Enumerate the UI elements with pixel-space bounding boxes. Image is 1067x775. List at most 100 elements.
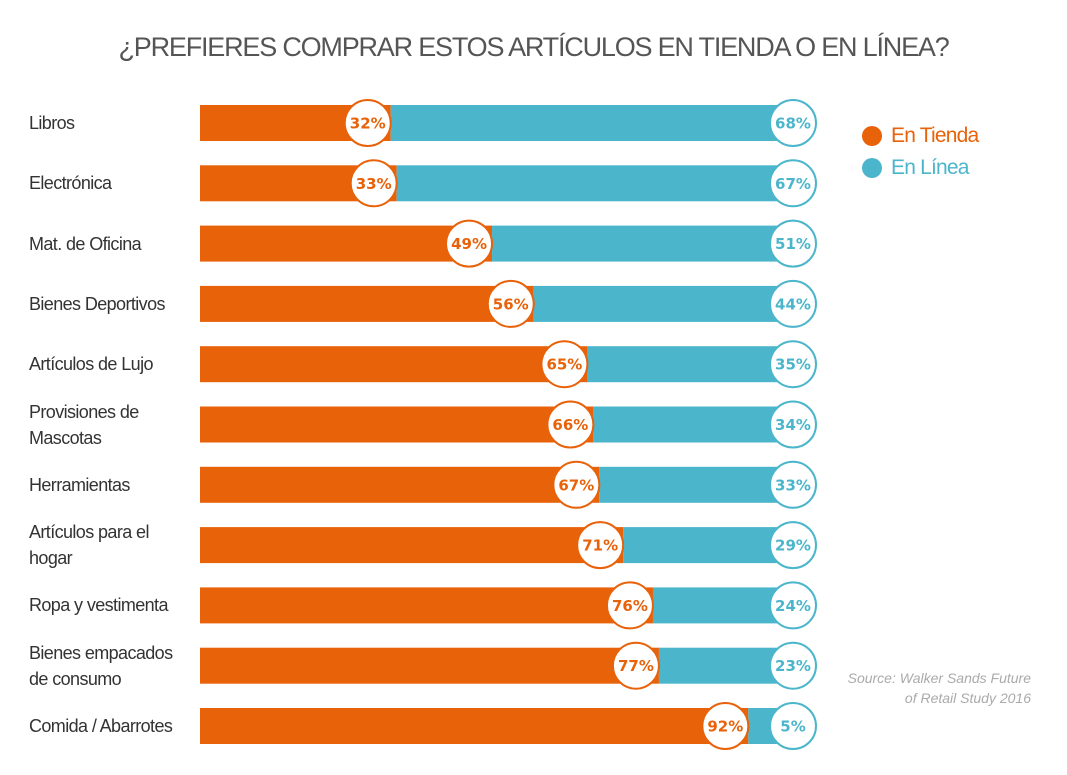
label-circle-en-linea	[769, 460, 817, 509]
data-label-en-linea-libros: 68%	[769, 99, 817, 147]
data-label-en-linea-herramientas: 33%	[769, 460, 817, 509]
data-label-en-tienda-articulos-de-lujo: 65%	[540, 340, 589, 389]
label-circle-en-linea	[769, 219, 817, 268]
label-text-en-tienda: 76%	[612, 597, 648, 615]
label-text-en-linea: 44%	[775, 295, 811, 313]
label-circle-en-tienda	[486, 279, 535, 328]
bar-en-tienda-articulos-para-el-hogar	[200, 527, 624, 564]
source-line-2: of Retail Study 2016	[904, 690, 1031, 706]
data-label-en-tienda-bienes-empacados-de-consumo: 77%	[611, 641, 660, 690]
label-text-en-linea: 51%	[775, 235, 811, 253]
category-label-provisiones-de-mascotas: Provisiones de Mascotas	[29, 401, 139, 448]
label-circle-en-linea	[769, 279, 817, 328]
legend-label-en-tienda: En Tienda	[891, 124, 979, 147]
bar-en-linea-electronica	[396, 165, 796, 202]
label-circle-en-linea	[769, 159, 817, 208]
category-label-comida-abarrotes: Comida / Abarrotes	[29, 716, 173, 736]
bar-en-tienda-herramientas	[200, 466, 600, 503]
label-circle-en-linea	[769, 641, 817, 690]
category-label-ropa-y-vestimenta: Ropa y vestimenta	[29, 595, 168, 616]
label-circle-en-linea	[769, 99, 817, 147]
data-label-en-tienda-herramientas: 67%	[552, 460, 601, 509]
data-label-en-linea-bienes-deportivos: 44%	[769, 279, 817, 328]
label-text-en-linea: 33%	[775, 476, 811, 494]
data-label-en-tienda-bienes-deportivos: 56%	[486, 279, 535, 328]
data-label-en-linea-mat-de-oficina: 51%	[769, 219, 817, 268]
bar-en-linea-mat-de-oficina	[492, 225, 796, 262]
label-text-en-linea: 23%	[775, 657, 811, 675]
bar-en-linea-articulos-para-el-hogar	[623, 527, 796, 564]
label-text-en-linea: 24%	[775, 597, 811, 615]
label-text-en-linea: 5%	[780, 718, 805, 736]
label-circle-en-tienda	[605, 581, 654, 630]
bar-en-tienda-comida-abarrotes	[200, 708, 749, 744]
bar-en-tienda-ropa-y-vestimenta	[200, 587, 653, 624]
data-label-en-tienda-libros: 32%	[343, 99, 392, 147]
label-circle-en-linea	[769, 340, 817, 389]
data-label-en-tienda-electronica: 33%	[349, 159, 398, 208]
category-label-electronica: Electrónica	[29, 173, 112, 194]
source-note: Source: Walker Sands Future of Retail St…	[811, 668, 1031, 708]
label-text-en-linea: 68%	[775, 115, 811, 133]
bar-en-tienda-articulos-de-lujo	[200, 346, 588, 383]
data-label-en-linea-electronica: 67%	[769, 159, 817, 208]
label-circle-en-linea	[769, 400, 817, 449]
label-circle-en-linea	[769, 702, 817, 750]
label-text-en-linea: 34%	[775, 416, 811, 434]
data-label-en-tienda-comida-abarrotes: 92%	[701, 702, 750, 750]
label-circle-en-tienda	[611, 641, 660, 690]
data-label-en-linea-bienes-empacados-de-consumo: 23%	[769, 641, 817, 690]
label-circle-en-tienda	[546, 400, 595, 449]
category-label-mat-de-oficina: Mat. de Oficina	[29, 233, 142, 254]
legend-swatch-en-tienda	[862, 126, 882, 146]
bar-en-linea-libros	[390, 105, 796, 141]
category-label-libros: Libros	[29, 113, 75, 133]
legend-label-en-linea: En Línea	[891, 156, 969, 179]
label-circle-en-tienda	[445, 219, 494, 268]
label-text-en-linea: 35%	[775, 356, 811, 374]
label-text-en-tienda: 33%	[356, 175, 392, 193]
label-circle-en-linea	[769, 581, 817, 630]
label-circle-en-tienda	[343, 99, 392, 147]
bar-en-linea-bienes-deportivos	[533, 285, 796, 322]
data-label-en-tienda-ropa-y-vestimenta: 76%	[605, 581, 654, 630]
source-line-1: Source: Walker Sands Future	[847, 670, 1031, 686]
data-label-en-tienda-articulos-para-el-hogar: 71%	[576, 521, 625, 570]
label-text-en-linea: 29%	[775, 537, 811, 555]
bar-en-tienda-bienes-empacados-de-consumo	[200, 647, 659, 684]
chart-title: ¿PREFIERES COMPRAR ESTOS ARTÍCULOS EN TI…	[118, 32, 949, 62]
label-text-en-tienda: 49%	[451, 235, 487, 253]
bar-en-tienda-provisiones-de-mascotas	[200, 406, 594, 443]
label-text-en-tienda: 92%	[707, 718, 743, 736]
category-label-bienes-deportivos: Bienes Deportivos	[29, 293, 165, 314]
legend-item-en-linea: En Línea	[862, 153, 969, 183]
label-text-en-tienda: 77%	[618, 657, 654, 675]
category-label-bienes-empacados-de-consumo: Bienes empacados de consumo	[29, 642, 173, 689]
label-text-en-linea: 67%	[775, 175, 811, 193]
bar-en-linea-herramientas	[599, 466, 796, 503]
label-circle-en-linea	[769, 521, 817, 570]
legend-swatch-en-linea	[862, 158, 882, 178]
data-label-en-linea-articulos-de-lujo: 35%	[769, 340, 817, 389]
data-label-en-linea-articulos-para-el-hogar: 29%	[769, 521, 817, 570]
data-label-en-tienda-provisiones-de-mascotas: 66%	[546, 400, 595, 449]
label-text-en-tienda: 65%	[546, 356, 582, 374]
label-text-en-tienda: 67%	[558, 476, 594, 494]
label-text-en-tienda: 66%	[552, 416, 588, 434]
bar-en-linea-provisiones-de-mascotas	[593, 406, 796, 443]
bar-en-tienda-mat-de-oficina	[200, 225, 493, 262]
label-circle-en-tienda	[701, 702, 750, 750]
label-circle-en-tienda	[349, 159, 398, 208]
label-text-en-tienda: 32%	[350, 115, 386, 133]
category-label-herramientas: Herramientas	[29, 474, 130, 495]
label-circle-en-tienda	[552, 460, 601, 509]
data-label-en-tienda-mat-de-oficina: 49%	[445, 219, 494, 268]
data-label-en-linea-ropa-y-vestimenta: 24%	[769, 581, 817, 630]
label-text-en-tienda: 71%	[582, 537, 618, 555]
bar-en-linea-articulos-de-lujo	[587, 346, 796, 383]
data-label-en-linea-comida-abarrotes: 5%	[769, 702, 817, 750]
label-text-en-tienda: 56%	[493, 295, 529, 313]
label-circle-en-tienda	[540, 340, 589, 389]
category-label-articulos-de-lujo: Artículos de Lujo	[29, 354, 153, 375]
